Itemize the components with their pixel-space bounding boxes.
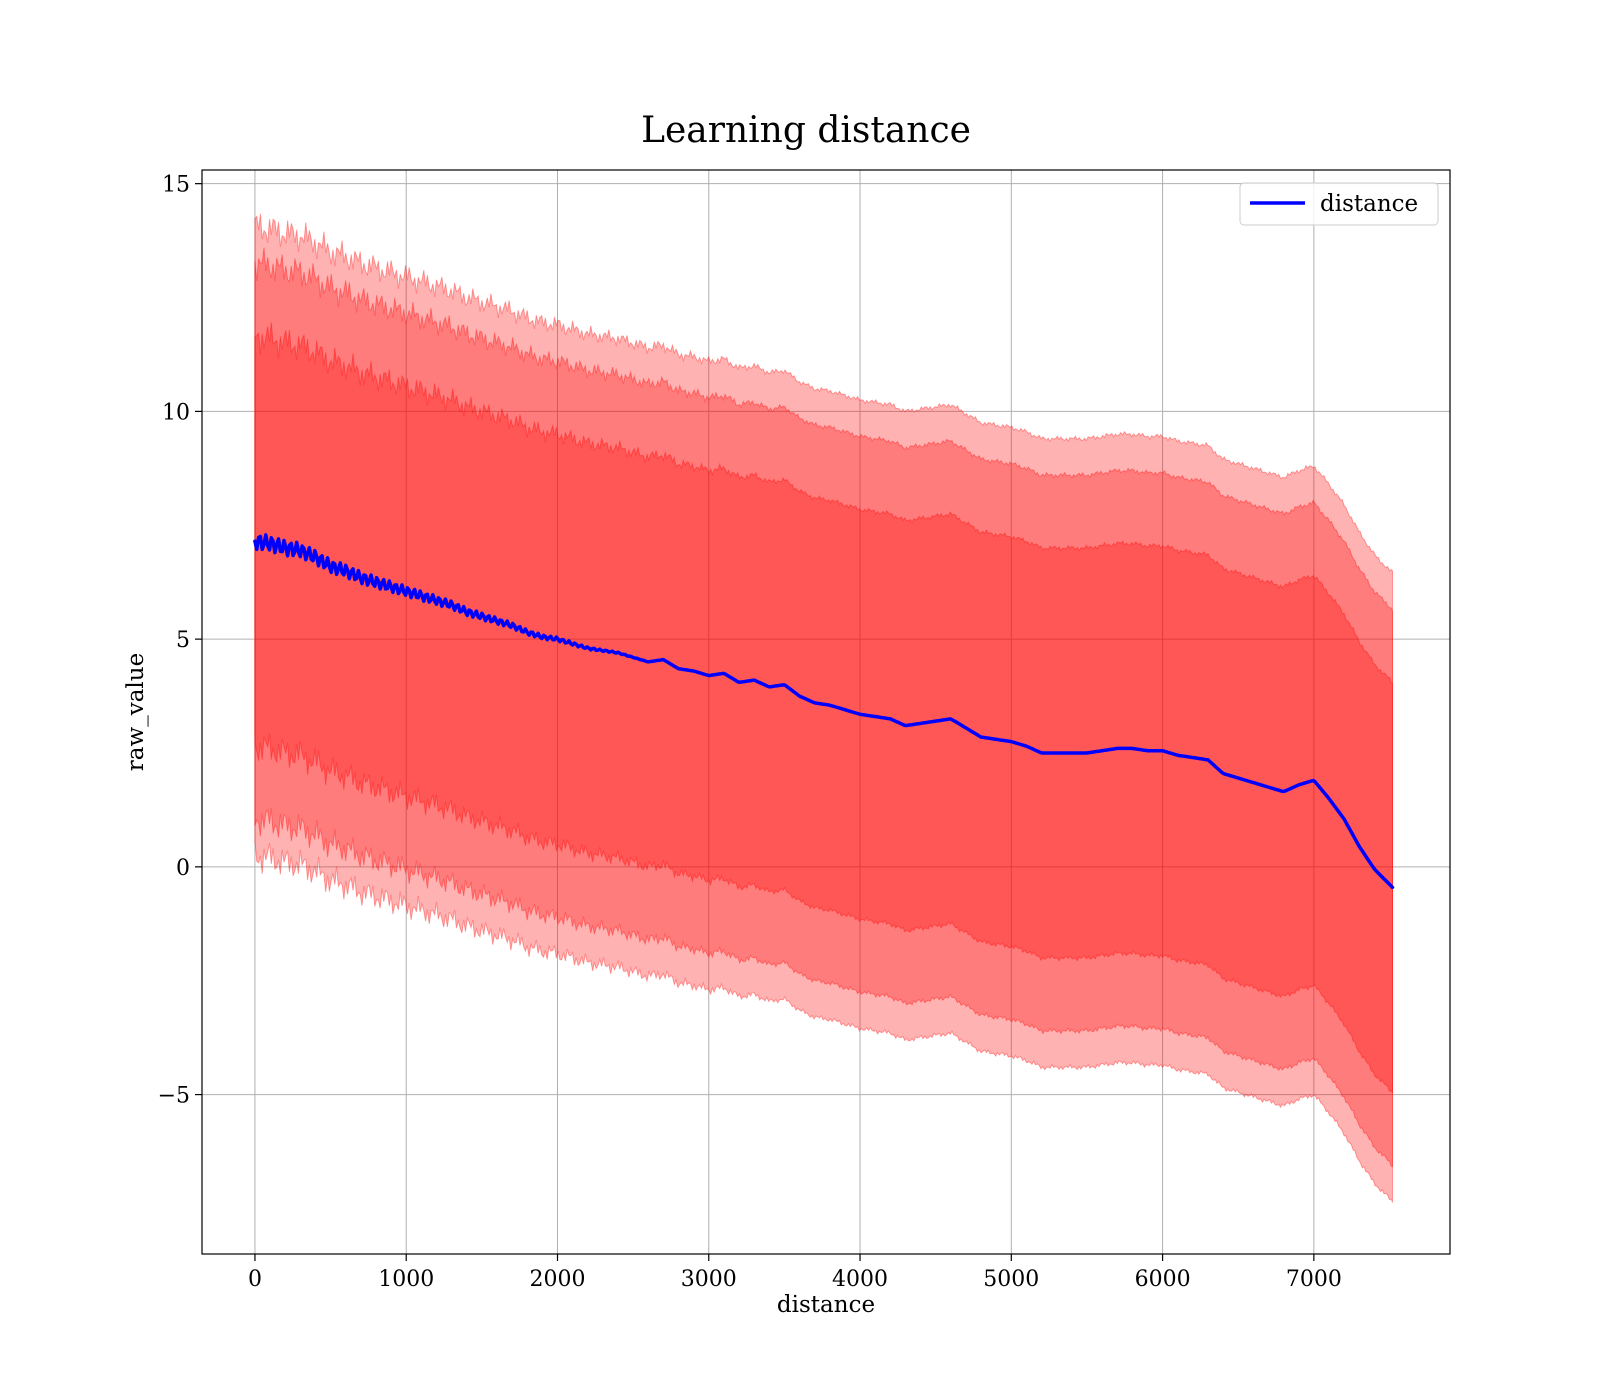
band-1sigma <box>254 322 1393 1094</box>
x-tick-label: 5000 <box>983 1267 1039 1292</box>
x-axis-label: distance <box>777 1292 875 1318</box>
y-axis-label: raw_value <box>123 653 149 771</box>
legend-label: distance <box>1320 191 1418 217</box>
series-lines <box>253 533 1395 890</box>
band-3sigma <box>254 213 1393 1203</box>
chart-title: Learning distance <box>641 110 971 151</box>
x-tick-label: 4000 <box>832 1267 888 1292</box>
y-axis-ticks: −5 0 5 10 15 <box>158 173 202 1109</box>
plot-frame <box>201 169 1451 1255</box>
x-tick-label: 7000 <box>1286 1267 1342 1292</box>
y-tick-label: −5 <box>158 1084 190 1109</box>
x-tick-label: 1000 <box>378 1267 434 1292</box>
series-line-distance <box>253 533 1395 890</box>
confidence-bands <box>254 213 1393 1203</box>
x-tick-label: 0 <box>248 1267 262 1292</box>
x-tick-label: 2000 <box>529 1267 585 1292</box>
y-tick-label: 10 <box>162 400 190 425</box>
x-tick-label: 6000 <box>1135 1267 1191 1292</box>
legend-frame <box>1239 182 1439 226</box>
x-tick-label: 3000 <box>681 1267 737 1292</box>
legend: distance <box>1239 182 1439 226</box>
y-tick-label: 15 <box>162 173 190 198</box>
y-tick-label: 5 <box>176 628 190 653</box>
band-2sigma <box>254 247 1393 1168</box>
grid-lines <box>202 170 1450 1254</box>
y-tick-label: 0 <box>176 856 190 881</box>
x-axis-ticks: 0 1000 2000 3000 4000 5000 6000 7000 <box>248 1254 1342 1292</box>
